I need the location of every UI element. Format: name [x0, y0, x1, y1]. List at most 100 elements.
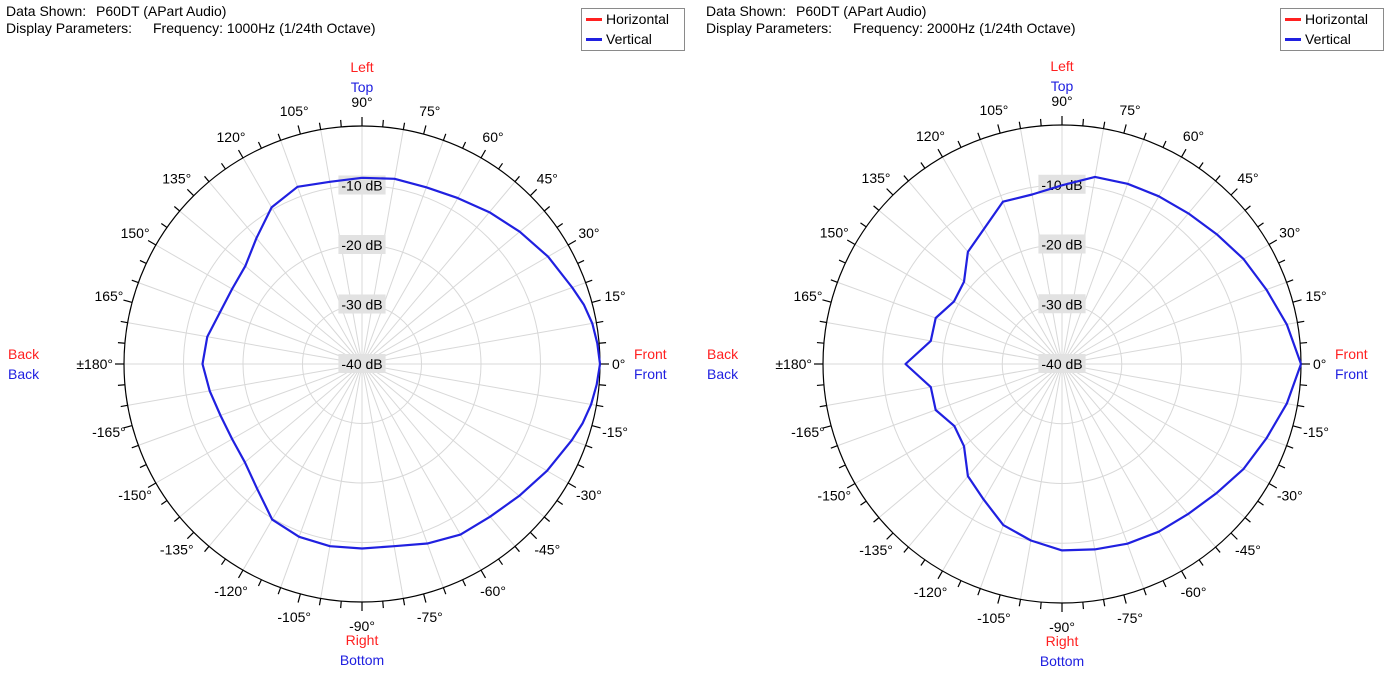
angle-tick — [556, 222, 564, 228]
direction-label-top-h: Left — [350, 59, 373, 75]
data-shown-value: P60DT (APart Audio) — [96, 3, 227, 19]
angle-label: -30° — [576, 487, 602, 503]
angle-tick — [846, 239, 856, 246]
angle-tick — [480, 569, 487, 579]
angle-tick — [937, 570, 944, 580]
legend-swatch-horizontal — [586, 17, 602, 21]
angle-label: 150° — [121, 225, 150, 241]
angle-tick — [822, 425, 832, 429]
angle-label: -90° — [349, 618, 375, 634]
angle-tick — [1244, 517, 1251, 523]
angle-tick — [1215, 546, 1221, 553]
angle-tick — [577, 259, 585, 264]
direction-label-bottom-h: Right — [1046, 633, 1079, 649]
angle-tick — [1215, 175, 1221, 182]
angle-tick — [340, 119, 342, 127]
display-params-value: Frequency: 2000Hz (1/24th Octave) — [853, 20, 1076, 36]
db-ring-label: -30 dB — [341, 297, 382, 313]
angle-tick — [147, 239, 157, 246]
polar-panel-2000hz: Data Shown: P60DT (APart Audio) Display P… — [700, 0, 1395, 677]
angle-tick — [340, 601, 342, 609]
angle-tick — [382, 601, 384, 609]
angle-tick — [442, 133, 447, 141]
angle-tick — [599, 342, 607, 344]
angle-tick — [498, 162, 504, 170]
angle-label: 150° — [820, 225, 849, 241]
angle-tick — [543, 516, 551, 522]
angle-label: 15° — [1305, 288, 1326, 304]
angle-tick — [920, 162, 926, 169]
angle-tick — [1300, 341, 1308, 344]
angle-tick — [957, 580, 962, 588]
legend-item-vertical: Vertical — [582, 29, 684, 49]
angle-label: 30° — [578, 225, 599, 241]
angle-label: -75° — [1117, 610, 1143, 626]
direction-label-bottom-v: Bottom — [340, 652, 384, 668]
angle-tick — [173, 516, 181, 522]
angle-tick — [577, 464, 585, 469]
legend: Horizontal Vertical — [581, 8, 685, 51]
angle-tick — [1230, 188, 1238, 196]
angle-tick — [123, 299, 133, 303]
db-label-bg — [1038, 354, 1086, 373]
angle-tick — [257, 579, 262, 587]
angle-tick — [1198, 162, 1204, 169]
angle-tick — [1268, 482, 1278, 489]
angle-tick — [886, 532, 894, 540]
angle-tick — [277, 133, 282, 141]
angle-tick — [920, 559, 926, 566]
angle-tick — [120, 320, 128, 324]
angle-tick — [977, 588, 981, 596]
angle-tick — [186, 188, 195, 197]
angle-tick — [462, 579, 467, 587]
angle-tick — [1143, 132, 1147, 140]
direction-label-left-h: Back — [8, 346, 40, 362]
angle-tick — [567, 482, 577, 489]
angle-tick — [997, 594, 1001, 604]
direction-label-top-v: Top — [1051, 78, 1074, 94]
angle-label: 105° — [280, 103, 309, 119]
legend-label-horizontal: Horizontal — [1305, 11, 1369, 27]
legend-label-horizontal: Horizontal — [606, 11, 670, 27]
angle-tick — [1082, 602, 1085, 610]
angle-label: -15° — [1303, 424, 1329, 440]
angle-tick — [131, 279, 139, 284]
angle-label: -150° — [817, 488, 851, 504]
direction-label-left-v: Back — [707, 366, 739, 382]
db-label-bg — [338, 235, 386, 254]
angle-tick — [1123, 594, 1127, 604]
angle-tick — [1292, 299, 1302, 303]
angle-tick — [585, 279, 593, 284]
angle-tick — [585, 444, 593, 449]
direction-label-right-v: Front — [1335, 366, 1368, 382]
angle-tick — [1297, 404, 1305, 408]
angle-label: 0° — [1313, 356, 1326, 372]
angle-tick — [147, 482, 157, 489]
angle-tick — [402, 122, 406, 130]
angle-tick — [816, 384, 824, 387]
angle-label: 45° — [537, 171, 558, 187]
angle-tick — [838, 259, 846, 264]
direction-label-left-h: Back — [707, 346, 739, 362]
angle-label: 120° — [916, 128, 945, 144]
angle-tick — [816, 341, 824, 344]
angle-tick — [297, 125, 301, 135]
angle-tick — [819, 320, 827, 324]
db-label-bg — [338, 354, 386, 373]
direction-label-bottom-h: Right — [346, 632, 379, 648]
angle-tick — [567, 239, 577, 246]
angle-tick — [1102, 121, 1106, 129]
data-shown-label: Data Shown: — [706, 3, 787, 19]
angle-label: 90° — [351, 94, 372, 110]
angle-label: -120° — [214, 583, 248, 599]
display-params-label: Display Parameters: — [6, 20, 133, 36]
angle-tick — [131, 444, 139, 449]
legend-label-vertical: Vertical — [606, 31, 652, 47]
angle-label: -120° — [914, 584, 948, 600]
angle-label: -75° — [417, 609, 443, 625]
angle-tick — [1257, 222, 1264, 228]
angle-label: -165° — [92, 424, 126, 440]
angle-tick — [1143, 588, 1147, 596]
angle-tick — [1162, 140, 1167, 148]
angle-tick — [382, 119, 384, 127]
